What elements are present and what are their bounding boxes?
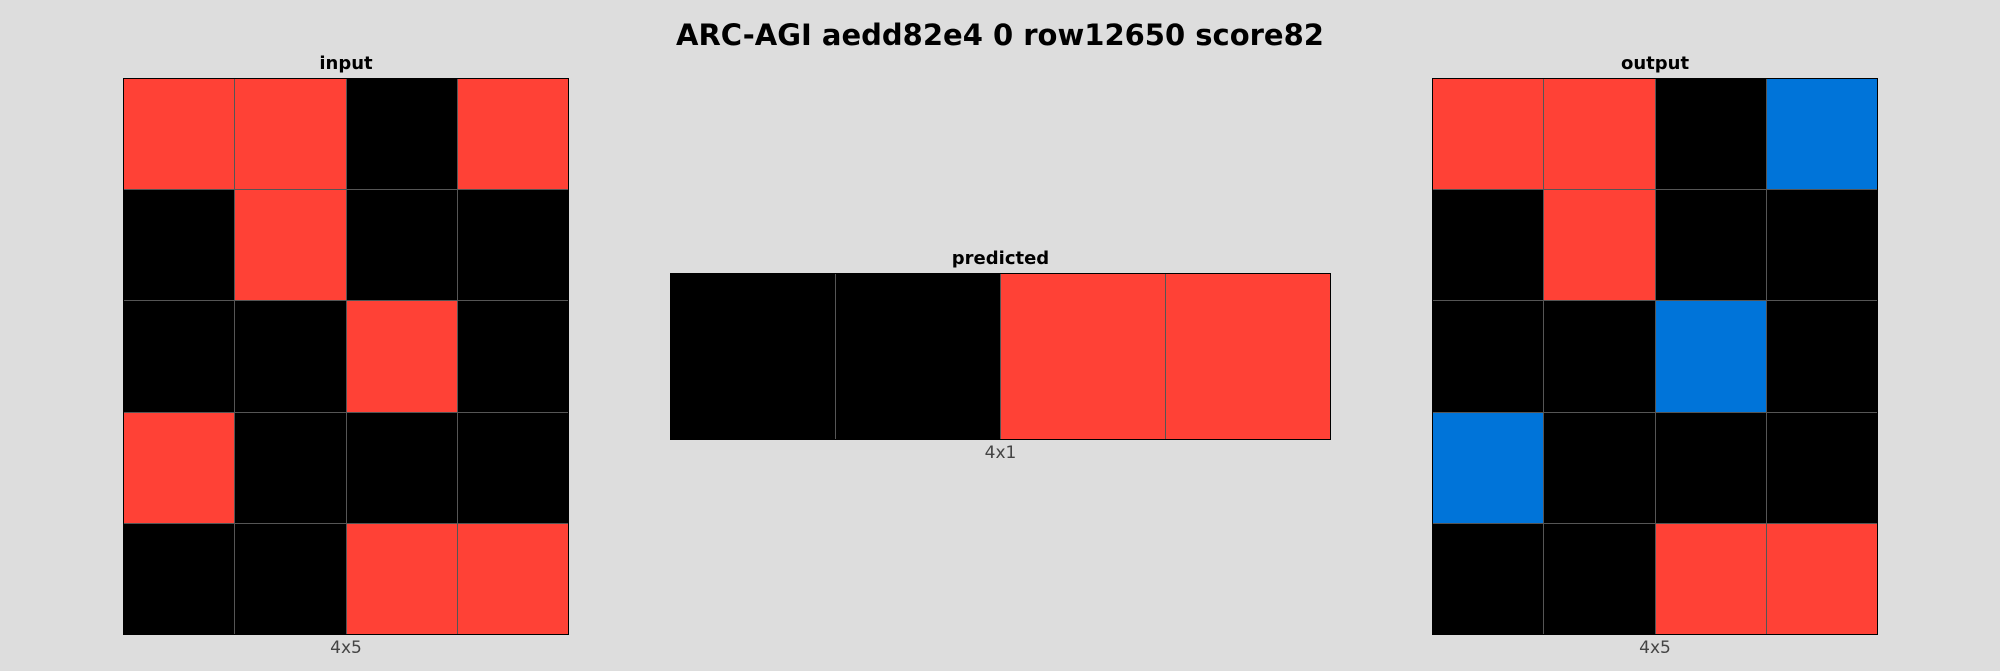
input-cell-r4-c0 (124, 523, 235, 634)
predicted-cell-r0-c1 (836, 274, 1000, 439)
input-cell-r3-c2 (346, 412, 457, 523)
output-cell-r0-c0 (1433, 79, 1544, 190)
output-cell-r0-c1 (1544, 79, 1655, 190)
input-cell-r2-c3 (457, 301, 568, 412)
input-cell-r1-c1 (235, 190, 346, 301)
output-cell-r1-c1 (1544, 190, 1655, 301)
predicted-size-label: 4x1 (984, 443, 1017, 463)
predicted-label: predicted (951, 248, 1050, 269)
output-cell-r2-c2 (1655, 301, 1766, 412)
figure-title: ARC-AGI aedd82e4 0 row12650 score82 (676, 18, 1324, 52)
output-cell-r1-c0 (1433, 190, 1544, 301)
predicted-cell-r0-c2 (1001, 274, 1165, 439)
input-size-label: 4x5 (330, 638, 362, 658)
output-label: output (1620, 53, 1690, 74)
output-cell-r0-c3 (1766, 79, 1877, 190)
input-cell-r1-c0 (124, 190, 235, 301)
output-cell-r4-c1 (1544, 523, 1655, 634)
input-cell-r3-c3 (457, 412, 568, 523)
predicted-cell-r0-c0 (671, 274, 835, 439)
input-cell-r4-c1 (235, 523, 346, 634)
output-cell-r4-c0 (1433, 523, 1544, 634)
predicted-grid (670, 273, 1331, 440)
input-cell-r3-c0 (124, 412, 235, 523)
input-cell-r0-c2 (346, 79, 457, 190)
output-cell-r2-c0 (1433, 301, 1544, 412)
output-cell-r3-c2 (1655, 412, 1766, 523)
input-cell-r1-c2 (346, 190, 457, 301)
output-size-label: 4x5 (1639, 638, 1671, 658)
output-cell-r4-c3 (1766, 523, 1877, 634)
input-grid (123, 78, 569, 635)
input-cell-r2-c2 (346, 301, 457, 412)
input-label: input (319, 53, 373, 74)
output-cell-r0-c2 (1655, 79, 1766, 190)
output-cell-r1-c3 (1766, 190, 1877, 301)
input-cell-r0-c1 (235, 79, 346, 190)
output-cell-r3-c1 (1544, 412, 1655, 523)
predicted-cell-r0-c3 (1166, 274, 1330, 439)
output-cell-r4-c2 (1655, 523, 1766, 634)
input-cell-r2-c0 (124, 301, 235, 412)
output-grid (1432, 78, 1878, 635)
input-cell-r4-c2 (346, 523, 457, 634)
input-cell-r0-c0 (124, 79, 235, 190)
output-cell-r3-c0 (1433, 412, 1544, 523)
output-cell-r2-c3 (1766, 301, 1877, 412)
output-cell-r3-c3 (1766, 412, 1877, 523)
output-cell-r1-c2 (1655, 190, 1766, 301)
input-cell-r3-c1 (235, 412, 346, 523)
input-cell-r1-c3 (457, 190, 568, 301)
input-cell-r0-c3 (457, 79, 568, 190)
input-cell-r2-c1 (235, 301, 346, 412)
input-cell-r4-c3 (457, 523, 568, 634)
output-cell-r2-c1 (1544, 301, 1655, 412)
